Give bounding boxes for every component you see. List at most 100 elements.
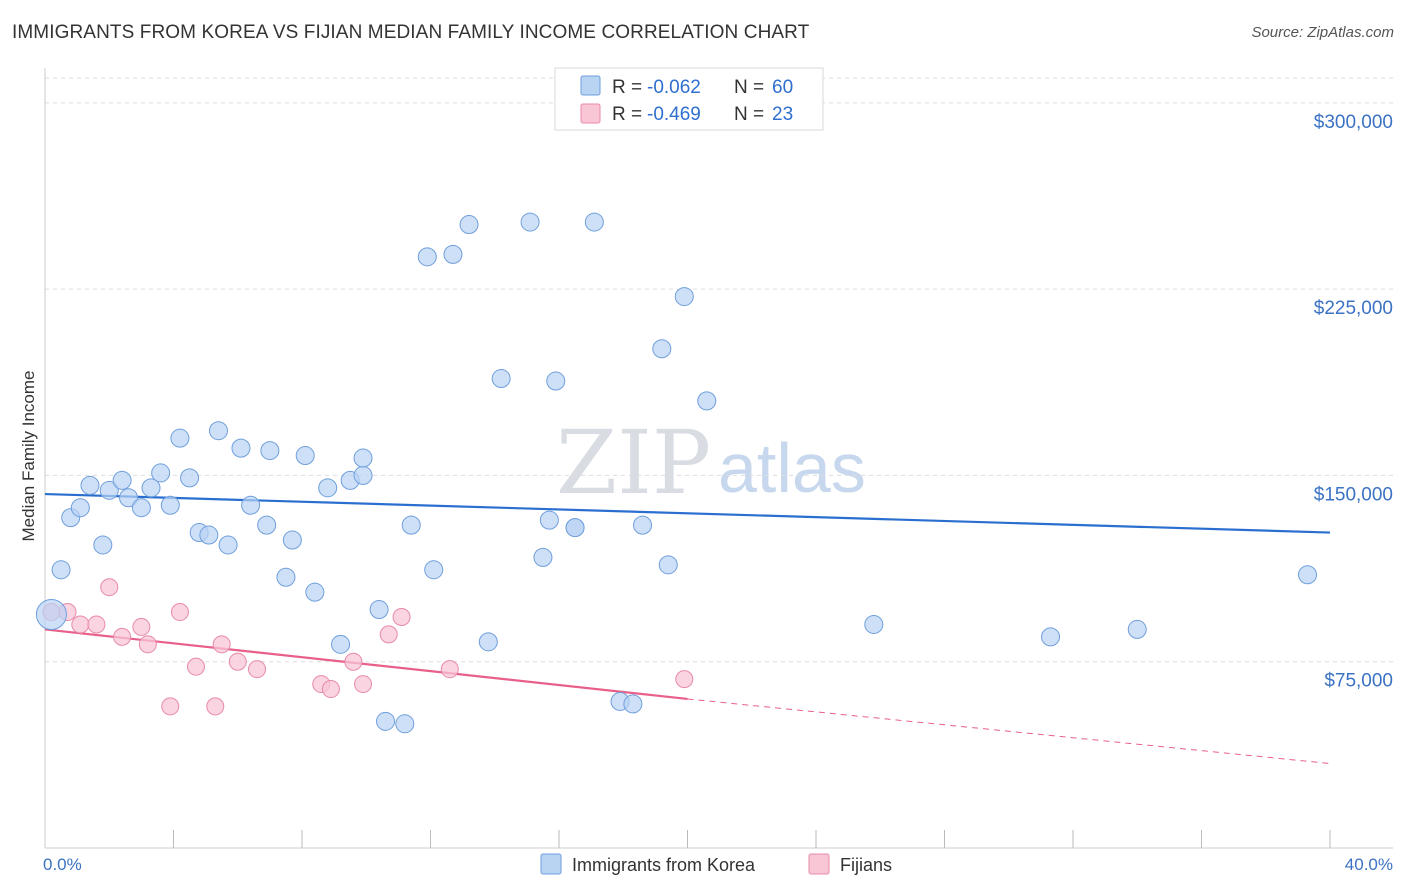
data-point-korea (520, 212, 540, 232)
data-point-korea (533, 547, 553, 567)
data-point-korea (70, 498, 90, 518)
data-point-fiji (186, 657, 205, 676)
data-point-korea (282, 530, 302, 550)
data-point-korea (459, 215, 479, 235)
data-point-korea (257, 515, 277, 535)
data-point-fiji (248, 660, 267, 679)
data-point-korea (417, 247, 437, 267)
data-point-korea (652, 339, 672, 359)
data-point-korea (331, 634, 351, 654)
data-point-korea (369, 600, 389, 620)
data-point-korea (584, 212, 604, 232)
data-point-korea (395, 714, 415, 734)
data-point-fiji (440, 660, 459, 679)
legend-r-label-fiji: R = (612, 104, 642, 125)
legend-r-value-korea: -0.062 (647, 77, 701, 98)
data-point-korea (353, 448, 373, 468)
data-point-korea (424, 560, 444, 580)
legend-swatch-korea (580, 75, 601, 96)
data-point-korea (1041, 627, 1061, 647)
source-credit: Source: ZipAtlas.com (1251, 24, 1394, 41)
data-point-korea (141, 478, 161, 498)
scatter-points (35, 212, 1318, 734)
chart-title: IMMIGRANTS FROM KOREA VS FIJIAN MEDIAN F… (12, 22, 810, 43)
y-tick-label: $300,000 (1314, 112, 1393, 133)
data-point-fiji (161, 697, 180, 716)
legend-swatch-fiji (580, 103, 601, 124)
data-point-korea (241, 495, 261, 515)
y-tick-label: $225,000 (1314, 298, 1393, 319)
data-point-korea (131, 498, 151, 518)
data-point-korea (80, 475, 100, 495)
data-point-korea (180, 468, 200, 488)
data-point-fiji (170, 603, 189, 622)
data-point-korea (160, 495, 180, 515)
x-tick-label-min: 0.0% (43, 855, 82, 874)
data-point-fiji (392, 608, 411, 626)
watermark-atlas: atlas (718, 429, 866, 507)
bottom-legend-label-fiji: Fijians (840, 855, 892, 875)
data-point-korea (674, 287, 694, 307)
data-point-korea (491, 369, 511, 389)
data-point-korea (295, 446, 315, 466)
data-point-korea (565, 518, 585, 538)
y-tick-label: $75,000 (1324, 671, 1393, 692)
grid-lines (45, 77, 1393, 663)
data-point-fiji (87, 615, 106, 634)
data-point-korea (51, 560, 71, 580)
data-point-korea (658, 555, 678, 575)
data-point-fiji (138, 635, 157, 654)
x-tick-label-max: 40.0% (1345, 855, 1393, 874)
data-point-korea (305, 582, 325, 602)
data-point-korea (93, 535, 113, 555)
bottom-legend: Immigrants from Korea Fijians (540, 853, 892, 875)
data-point-korea (260, 441, 280, 461)
legend-n-value-fiji: 23 (772, 104, 793, 125)
legend-r-value-fiji: -0.469 (647, 104, 701, 125)
data-point-fiji (212, 635, 231, 654)
bottom-legend-swatch-fiji (808, 853, 830, 875)
data-point-korea (99, 480, 119, 500)
data-point-korea (1298, 565, 1318, 585)
legend-n-label-fiji: N = (734, 104, 764, 125)
data-point-korea (546, 371, 566, 391)
legend-n-value-korea: 60 (772, 77, 793, 98)
data-point-fiji (228, 652, 247, 671)
data-point-korea (401, 515, 421, 535)
legend-n-label-korea: N = (734, 77, 764, 98)
data-point-fiji (379, 625, 398, 644)
trend-line-korea (44, 492, 1331, 534)
data-point-korea (231, 438, 251, 458)
data-point-fiji (321, 680, 340, 699)
data-point-fiji (206, 697, 225, 716)
bottom-legend-swatch-korea (540, 853, 562, 875)
y-tick-label: $150,000 (1314, 484, 1393, 505)
legend-r-label-korea: R = (612, 77, 642, 98)
data-point-korea (353, 465, 373, 485)
data-point-fiji (113, 627, 132, 646)
data-point-korea (112, 470, 132, 490)
data-point-korea (276, 567, 296, 587)
data-point-korea (633, 515, 653, 535)
data-point-korea (697, 391, 717, 411)
data-point-korea (623, 694, 643, 714)
trend-line-fiji-extrapolated (687, 698, 1331, 765)
data-point-korea (443, 244, 463, 264)
data-point-korea (376, 711, 396, 731)
y-axis-label: Median Family Income (19, 370, 38, 541)
data-point-fiji (100, 578, 119, 597)
data-point-korea (199, 525, 219, 545)
data-point-korea (478, 632, 498, 652)
legend-box: R = -0.062 N = 60 R = -0.469 N = 23 (554, 67, 824, 131)
data-point-fiji (675, 670, 694, 689)
data-point-fiji (132, 617, 151, 636)
bottom-legend-label-korea: Immigrants from Korea (572, 855, 756, 875)
data-point-korea (318, 478, 338, 498)
data-point-korea (218, 535, 238, 555)
data-point-korea (119, 488, 139, 508)
data-point-korea (539, 510, 559, 530)
data-point-fiji (344, 652, 363, 671)
axes: $75,000 $150,000 $225,000 $300,000 0.0% 40.0% (43, 68, 1393, 874)
data-point-korea (151, 463, 171, 483)
